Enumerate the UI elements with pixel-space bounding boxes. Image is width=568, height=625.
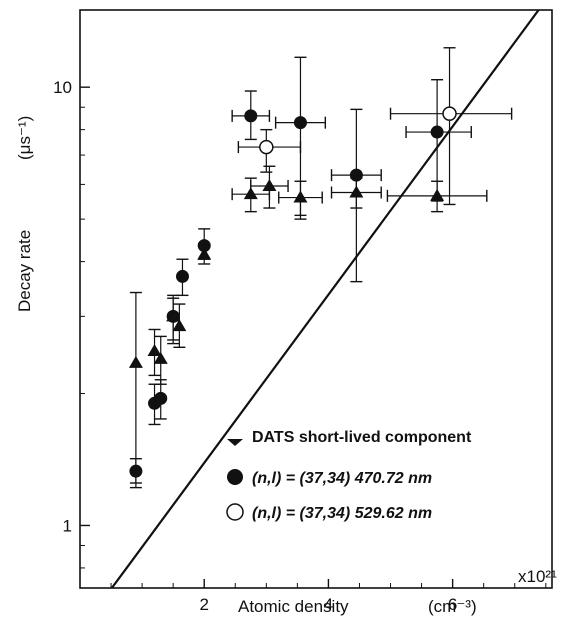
fit-line-layer xyxy=(86,0,552,623)
legend-marker-triangle xyxy=(227,439,243,446)
y-tick-label: 1 xyxy=(63,516,72,535)
legend: DATS short-lived component (n,l) = (37,3… xyxy=(227,429,472,522)
y-tick-label: 10 xyxy=(53,78,72,97)
x-axis-unit: (cm⁻³) xyxy=(428,597,477,616)
x-axis-multiplier: x10²¹ xyxy=(518,567,557,586)
filled-circle-marker xyxy=(198,239,211,252)
filled-circle-marker xyxy=(244,109,257,122)
triangle-marker xyxy=(430,189,444,201)
filled-circle-marker xyxy=(129,465,142,478)
triangle-marker xyxy=(129,356,143,368)
x-tick-label: 2 xyxy=(199,595,208,614)
legend-label-dats: DATS short-lived component xyxy=(252,429,472,446)
x-axis-label: Atomic density xyxy=(238,597,349,616)
legend-marker-open-circle xyxy=(227,504,243,520)
y-axis-unit: (μs⁻¹) xyxy=(15,116,34,160)
legend-marker-filled-circle xyxy=(227,469,243,485)
open-circle-marker xyxy=(260,141,273,154)
legend-label-529: (n,l) = (37,34) 529.62 nm xyxy=(252,505,432,522)
filled-circle-marker xyxy=(431,126,444,139)
y-axis-label: Decay rate xyxy=(15,230,34,312)
filled-circle-marker xyxy=(154,392,167,405)
data-markers xyxy=(129,107,456,477)
filled-circle-marker xyxy=(176,270,189,283)
triangle-marker xyxy=(293,191,307,203)
triangle-marker xyxy=(349,186,363,198)
legend-label-470: (n,l) = (37,34) 470.72 nm xyxy=(252,470,432,487)
y-axis-ticks: 1 10 xyxy=(53,78,90,568)
filled-circle-marker xyxy=(167,310,180,323)
filled-circle-marker xyxy=(294,116,307,129)
plot-frame xyxy=(80,10,552,588)
triangle-marker xyxy=(244,187,258,199)
open-circle-marker xyxy=(443,107,456,120)
triangle-marker xyxy=(262,179,276,191)
filled-circle-marker xyxy=(350,169,363,182)
fit-line xyxy=(86,0,552,623)
